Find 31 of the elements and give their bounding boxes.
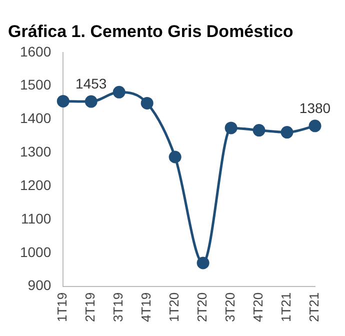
chart-title: Gráfica 1. Cemento Gris Doméstico: [8, 22, 294, 41]
data-label: 1380: [299, 100, 331, 116]
y-tick-label: 1300: [20, 144, 52, 160]
x-tick-label: 1T20: [166, 292, 182, 322]
point: [196, 256, 210, 270]
point: [308, 120, 322, 132]
data-label: 1453: [76, 75, 107, 92]
y-tick-label: 1000: [20, 244, 52, 260]
y-tick-label: 1400: [20, 110, 52, 126]
point: [84, 95, 98, 108]
x-tick-label: 2T20: [194, 292, 210, 322]
x-tick-label: 3T19: [110, 292, 126, 322]
point: [280, 126, 294, 139]
x-tick-label: 2T21: [306, 292, 322, 322]
y-tick-label: 1600: [20, 43, 52, 60]
x-tick-label: 1T21: [278, 292, 294, 322]
point: [224, 122, 238, 134]
y-tick-label: 1100: [21, 210, 52, 226]
point: [140, 96, 154, 110]
point: [56, 94, 70, 108]
x-tick-label: 1T19: [54, 292, 70, 322]
y-tick-label: 1500: [20, 76, 52, 93]
y-tick-label: 900: [28, 277, 52, 294]
x-tick-label: 4T19: [138, 292, 154, 322]
x-tick-label: 2T19: [82, 292, 98, 322]
point: [252, 124, 266, 137]
x-tick-label: 4T20: [250, 292, 266, 322]
point: [112, 86, 126, 98]
point: [168, 150, 182, 164]
x-tick-label: 3T20: [222, 292, 238, 322]
y-tick-label: 1200: [20, 176, 52, 193]
